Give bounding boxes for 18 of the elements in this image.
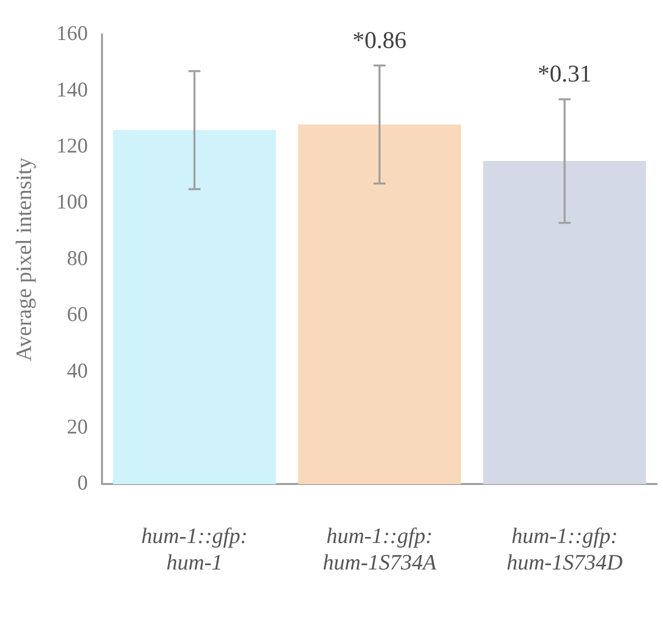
bar [483, 161, 646, 484]
y-tick-label: 160 [56, 21, 88, 46]
x-tick-label: hum-1::gfp: hum-1 [141, 523, 248, 575]
y-axis-title: Average pixel intensity [10, 158, 36, 362]
y-tick-label: 140 [56, 77, 88, 102]
y-tick-label: 60 [66, 302, 88, 326]
y-tick-label: 80 [66, 246, 88, 270]
y-tick-label: 120 [56, 134, 88, 158]
y-tick-label: 100 [56, 190, 88, 214]
annotation: *0.31 [538, 62, 592, 88]
bar [298, 124, 461, 484]
x-tick-label: hum-1::gfp: hum-1S734A [322, 523, 437, 575]
y-tick-label: 0 [77, 470, 88, 495]
y-tick-label: 40 [66, 358, 88, 382]
annotation: *0.86 [352, 28, 407, 54]
y-tick-label: 20 [66, 414, 88, 439]
x-tick-label: hum-1::gfp: hum-1S734D [506, 523, 623, 575]
bar [113, 130, 276, 484]
